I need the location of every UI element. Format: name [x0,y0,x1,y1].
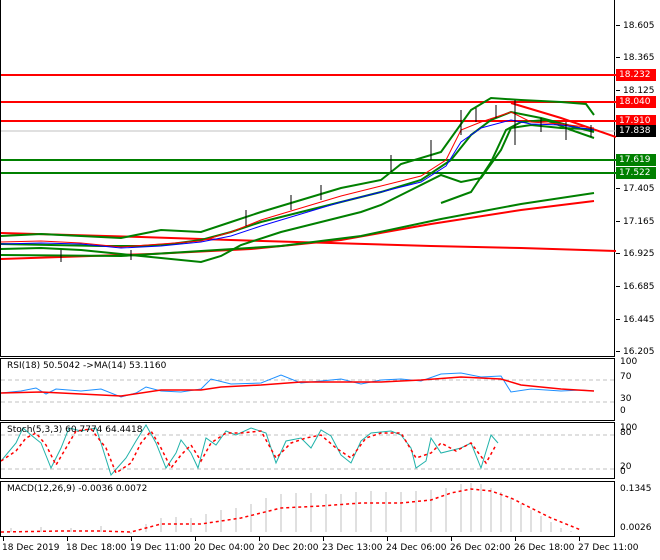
macd-plot [1,483,582,534]
price-tick: 18.605 [616,21,655,31]
macd-panel[interactable]: MACD(12,26,9) -0.0036 0.0072 [0,481,615,537]
stoch-tick: 80 [620,428,632,438]
level-tag-support: 17.522 [616,167,656,179]
price-tick: 17.405 [616,184,655,194]
price-tick: 18.365 [616,53,655,63]
rsi-tick: 100 [620,357,638,367]
level-tag-support: 17.619 [616,154,656,166]
stoch-plot [1,424,616,476]
rsi-plot [1,372,616,403]
time-axis: 18 Dec 2019 18 Dec 18:00 19 Dec 11:00 20… [0,537,660,560]
rsi-title: RSI(18) 50.5042 ->MA(14) 53.1160 [7,361,167,371]
stoch-tick: 20 [620,462,632,472]
price-tick: 16.205 [616,347,655,357]
macd-tick: 0.1345 [620,484,652,494]
time-tick: 24 Dec 06:00 [386,537,447,553]
time-tick: 26 Dec 18:00 [514,537,575,553]
time-tick: 27 Dec 11:00 [578,537,639,553]
stoch-title: Stoch(5,3,3) 60.7774 64.4418 [7,425,143,435]
time-tick: 20 Dec 20:00 [258,537,319,553]
time-tick: 18 Dec 18:00 [66,537,127,553]
time-tick: 19 Dec 11:00 [130,537,191,553]
rsi-tick: 30 [620,394,632,404]
time-tick: 26 Dec 02:00 [450,537,511,553]
level-tag-resistance: 17.910 [616,115,656,127]
rsi-panel[interactable]: RSI(18) 50.5042 ->MA(14) 53.1160 [0,358,616,421]
candles [60,100,592,262]
level-tag-resistance: 18.232 [616,69,656,81]
time-tick: 23 Dec 13:00 [322,537,383,553]
stochastic-panel[interactable]: Stoch(5,3,3) 60.7774 64.4418 [0,422,616,479]
main-price-chart[interactable] [0,0,616,357]
rsi-tick: 70 [620,372,632,382]
current-price-tag: 17.838 [616,125,656,137]
macd-title: MACD(12,26,9) -0.0036 0.0072 [7,484,148,494]
price-tick: 18.125 [616,86,655,96]
price-tick: 17.165 [616,217,655,227]
stoch-tick: 100 [620,423,638,433]
price-tick: 16.925 [616,249,655,259]
time-tick: 20 Dec 04:00 [194,537,255,553]
stoch-tick: 0 [620,467,626,477]
macd-tick: 0.0026 [620,523,652,533]
rsi-tick: 0 [620,406,626,416]
price-tick: 16.445 [616,315,655,325]
price-plot [1,74,616,264]
time-tick: 18 Dec 2019 [2,537,60,553]
level-tag-resistance: 18.040 [616,96,656,108]
price-tick: 16.685 [616,282,655,292]
